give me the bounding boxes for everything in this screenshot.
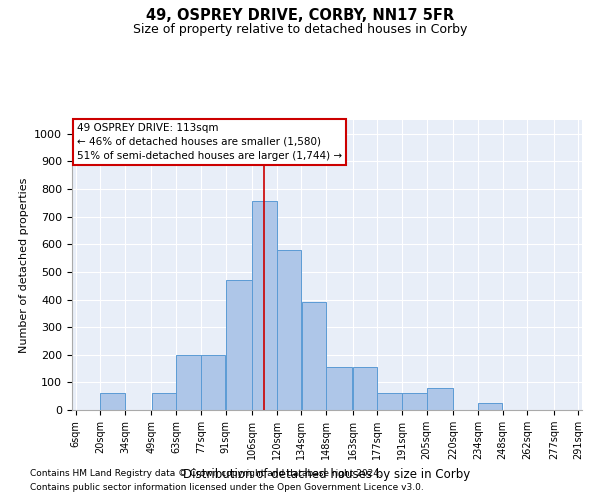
Bar [201, 355, 226, 410]
Text: Size of property relative to detached houses in Corby: Size of property relative to detached ho… [133, 22, 467, 36]
Bar [377, 394, 402, 410]
Y-axis label: Number of detached properties: Number of detached properties [19, 178, 29, 352]
Bar [252, 202, 277, 410]
Bar [478, 403, 502, 410]
Bar [302, 302, 326, 410]
Text: Contains public sector information licensed under the Open Government Licence v3: Contains public sector information licen… [30, 484, 424, 492]
Bar [326, 367, 352, 410]
Bar [176, 355, 201, 410]
Bar [277, 250, 301, 410]
Bar [402, 394, 427, 410]
Bar [100, 394, 125, 410]
Bar [353, 367, 377, 410]
Text: Contains HM Land Registry data © Crown copyright and database right 2024.: Contains HM Land Registry data © Crown c… [30, 468, 382, 477]
Text: 49, OSPREY DRIVE, CORBY, NN17 5FR: 49, OSPREY DRIVE, CORBY, NN17 5FR [146, 8, 454, 22]
Bar [226, 280, 252, 410]
Bar [152, 394, 176, 410]
Text: 49 OSPREY DRIVE: 113sqm
← 46% of detached houses are smaller (1,580)
51% of semi: 49 OSPREY DRIVE: 113sqm ← 46% of detache… [77, 123, 342, 161]
Bar [427, 388, 453, 410]
X-axis label: Distribution of detached houses by size in Corby: Distribution of detached houses by size … [184, 468, 470, 480]
